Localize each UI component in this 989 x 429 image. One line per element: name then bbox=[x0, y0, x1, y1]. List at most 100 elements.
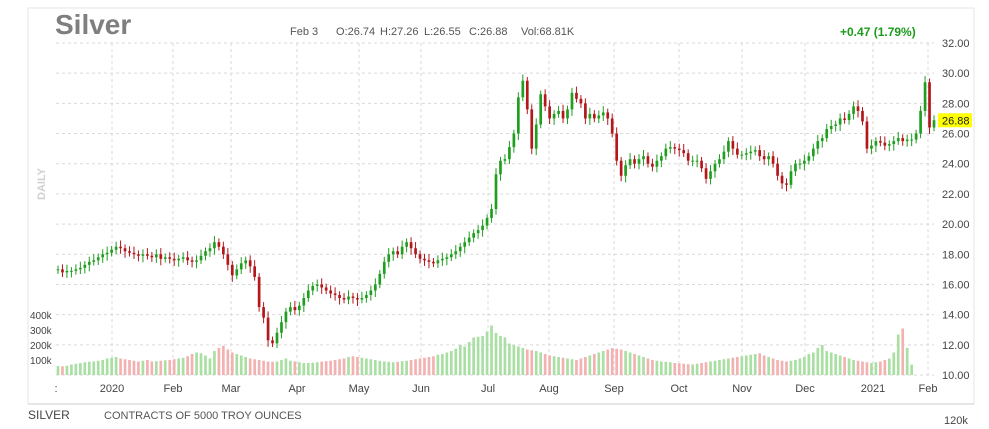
candle-body bbox=[101, 254, 105, 258]
volume-bar bbox=[315, 362, 319, 375]
volume-bar bbox=[575, 360, 578, 375]
candle-body bbox=[222, 246, 225, 255]
volume-bar bbox=[856, 360, 860, 375]
volume-bar bbox=[887, 358, 891, 375]
candle-body bbox=[293, 307, 297, 311]
volume-bar bbox=[177, 358, 181, 375]
volume-bar bbox=[311, 362, 315, 375]
volume-bar bbox=[476, 336, 480, 375]
volume-bar bbox=[499, 336, 502, 375]
volume-bar bbox=[409, 360, 413, 375]
volume-bar bbox=[418, 358, 422, 375]
volume-bar bbox=[253, 359, 256, 375]
volume-bar bbox=[190, 354, 194, 375]
candle-body bbox=[481, 225, 484, 231]
candle-body bbox=[280, 322, 283, 333]
candle-body bbox=[508, 147, 511, 160]
volume-bar bbox=[454, 348, 458, 375]
volume-bar bbox=[852, 360, 855, 375]
volume-bar bbox=[673, 363, 677, 375]
volume-bar bbox=[682, 363, 686, 375]
volume-bar bbox=[472, 337, 475, 375]
candle-body bbox=[324, 287, 328, 291]
candle-body bbox=[829, 126, 833, 130]
candle-body bbox=[244, 260, 248, 264]
candle-body bbox=[552, 113, 556, 119]
volume-bar bbox=[731, 357, 735, 375]
volume-bar bbox=[449, 351, 453, 375]
volume-bar bbox=[275, 361, 279, 375]
candle-body bbox=[919, 110, 922, 134]
y-tick-label: 30.00 bbox=[942, 68, 970, 80]
candle-body bbox=[441, 258, 444, 261]
candle-body bbox=[633, 159, 636, 164]
candle-body bbox=[517, 97, 520, 134]
candle-body bbox=[887, 144, 891, 146]
candle-body bbox=[123, 248, 127, 252]
candle-body bbox=[467, 237, 471, 243]
candle-body bbox=[856, 106, 860, 111]
volume-bar bbox=[494, 333, 498, 375]
candle-body bbox=[525, 80, 529, 110]
volume-bar bbox=[825, 351, 829, 375]
volume-bar bbox=[387, 361, 391, 375]
candle-body bbox=[347, 296, 350, 300]
candle-body bbox=[874, 141, 878, 146]
candle-body bbox=[369, 290, 373, 296]
volume-bar bbox=[289, 360, 292, 375]
volume-bar bbox=[798, 358, 802, 375]
volume-bar bbox=[400, 361, 404, 375]
candle-body bbox=[248, 260, 252, 267]
candle-body bbox=[92, 260, 96, 262]
candle-body bbox=[311, 285, 315, 291]
candle-body bbox=[794, 163, 797, 172]
volume-bar bbox=[758, 353, 762, 375]
volume-bar bbox=[365, 358, 368, 375]
volume-bar bbox=[154, 361, 158, 375]
candle-body bbox=[266, 317, 270, 341]
y-tick-label: 14.00 bbox=[942, 310, 970, 322]
candle-body bbox=[861, 110, 864, 122]
volume-bar bbox=[512, 345, 516, 375]
candle-body bbox=[852, 106, 855, 114]
volume-bar bbox=[123, 359, 127, 375]
volume-bar bbox=[642, 357, 645, 375]
volume-bar bbox=[606, 349, 610, 375]
volume-bar bbox=[262, 360, 265, 375]
volume-bar bbox=[829, 352, 833, 375]
candle-body bbox=[870, 145, 873, 149]
volume-bar bbox=[463, 346, 467, 375]
volume-bar bbox=[660, 361, 663, 375]
volume-bar bbox=[762, 355, 766, 375]
volume-bar bbox=[324, 361, 328, 375]
y-tick-label: 26.00 bbox=[942, 129, 970, 141]
candle-body bbox=[458, 246, 462, 252]
candle-body bbox=[704, 168, 708, 179]
volume-bar bbox=[736, 357, 739, 375]
volume-bar bbox=[847, 358, 851, 375]
candle-body bbox=[807, 156, 811, 161]
candle-body bbox=[700, 160, 703, 169]
y-tick-label: 22.00 bbox=[942, 189, 970, 201]
volume-bar bbox=[686, 364, 690, 375]
volume-bar bbox=[369, 359, 373, 375]
candle-body bbox=[181, 257, 185, 259]
last-price-label: 26.88 bbox=[942, 115, 970, 127]
volume-bar bbox=[776, 360, 779, 375]
candle-body bbox=[615, 133, 619, 161]
volume-bar bbox=[96, 360, 100, 375]
volume-bar bbox=[785, 361, 788, 375]
volume-bar bbox=[905, 348, 909, 375]
volume-bar bbox=[677, 363, 681, 375]
volume-bar bbox=[423, 357, 426, 375]
candle-body bbox=[396, 251, 400, 255]
volume-bar bbox=[557, 357, 560, 375]
volume-bar bbox=[700, 363, 703, 375]
candle-body bbox=[566, 109, 569, 119]
volume-bar bbox=[445, 352, 449, 375]
candle-body bbox=[879, 141, 882, 143]
volume-bar bbox=[901, 328, 905, 375]
volume-bar bbox=[414, 359, 417, 375]
volume-bar bbox=[266, 361, 270, 375]
